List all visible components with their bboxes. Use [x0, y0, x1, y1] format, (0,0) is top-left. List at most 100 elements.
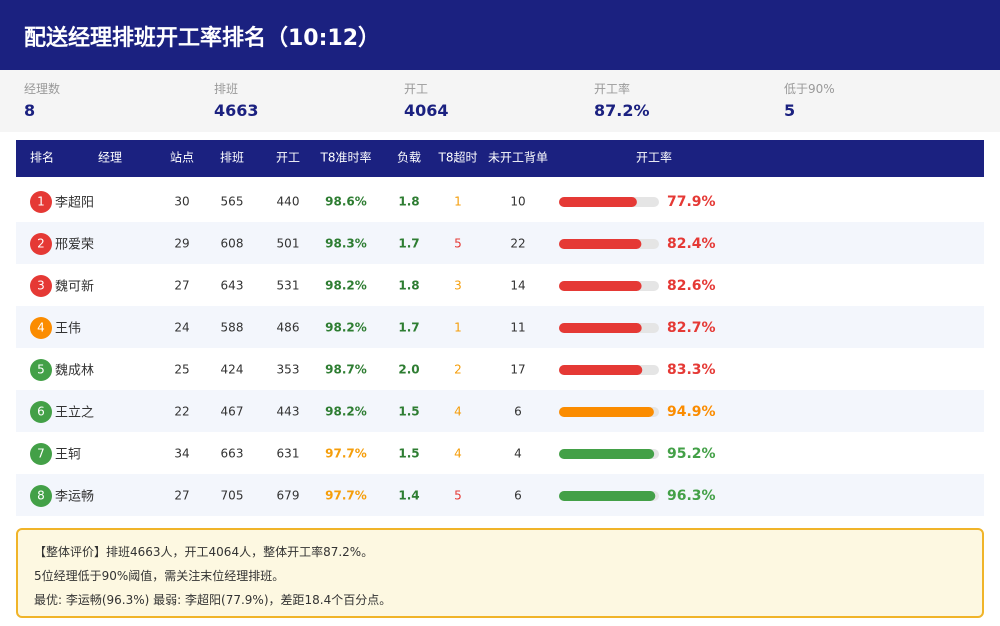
manager-name: 王轲	[55, 448, 81, 463]
stat-label: 低于90%	[784, 82, 835, 96]
rate-bar	[559, 449, 655, 459]
title-bar: 配送经理排班开工率排名（10:12）	[0, 0, 1000, 70]
cell-overtime: 1	[454, 195, 462, 209]
cell-t8-rate: 98.2%	[325, 405, 367, 419]
rate-bar	[559, 407, 654, 417]
title: 配送经理排班开工率排名（10:12）	[24, 26, 381, 51]
table-header	[16, 140, 984, 177]
table-row	[16, 348, 984, 390]
manager-name: 李运畅	[55, 490, 94, 505]
stat-value: 4663	[214, 101, 259, 120]
table-row	[16, 264, 984, 306]
cell-scheduled: 643	[221, 279, 244, 293]
cell-scheduled: 588	[221, 321, 244, 335]
rank-badge	[30, 275, 52, 297]
table-row	[16, 474, 984, 516]
rate-bar	[559, 239, 642, 249]
manager-name: 魏成林	[55, 364, 94, 379]
cell-sites: 27	[174, 279, 189, 293]
cell-started: 353	[277, 363, 300, 377]
stat: 开工率 87.2%	[594, 80, 650, 120]
cell-sites: 30	[174, 195, 189, 209]
cell-scheduled: 424	[221, 363, 244, 377]
cell-overtime: 4	[454, 447, 462, 461]
cell-load: 2.0	[398, 363, 419, 377]
cell-backlog: 11	[510, 321, 525, 335]
cell-overtime: 5	[454, 237, 462, 251]
cell-started: 531	[277, 279, 300, 293]
column-header: 经理	[98, 151, 122, 165]
rank-badge	[30, 443, 52, 465]
rate-bar	[559, 365, 643, 375]
manager-name: 王立之	[55, 406, 94, 421]
cell-overtime: 2	[454, 363, 462, 377]
rate-bar	[559, 323, 642, 333]
column-header: 排班	[220, 151, 244, 165]
cell-sites: 24	[174, 321, 189, 335]
column-header: T8准时率	[320, 150, 372, 165]
column-header: 排名	[30, 150, 54, 165]
table-row	[16, 180, 984, 222]
cell-started: 440	[277, 195, 300, 209]
column-header: 未开工背单	[488, 151, 548, 165]
cell-load: 1.8	[398, 195, 419, 209]
cell-backlog: 22	[510, 237, 525, 251]
manager-name: 王伟	[55, 322, 81, 337]
stat: 开工 4064	[404, 80, 449, 120]
manager-name: 魏可新	[55, 279, 94, 295]
rate-bar	[559, 281, 642, 291]
stat-label: 开工率	[594, 82, 631, 96]
stat: 排班 4663	[214, 80, 259, 120]
cell-backlog: 6	[514, 489, 522, 503]
rank: 5	[37, 363, 45, 377]
cell-backlog: 17	[510, 363, 525, 377]
rank-badge	[30, 485, 52, 507]
cell-sites: 34	[174, 447, 189, 461]
cell-overtime: 1	[454, 321, 462, 335]
rate-label: 83.3%	[667, 362, 716, 378]
rank: 7	[37, 447, 45, 461]
cell-backlog: 4	[514, 447, 522, 461]
cell-scheduled: 565	[221, 195, 244, 209]
table-row	[16, 222, 984, 264]
summary-box: 【整体评价】排班4663人，开工4064人，整体开工率87.2%。 5位经理低于9…	[16, 528, 984, 618]
cell-overtime: 4	[454, 405, 462, 419]
stat-label: 排班	[214, 82, 239, 96]
rank: 1	[37, 195, 45, 209]
table-row	[16, 432, 984, 474]
rate-bar	[559, 491, 656, 501]
rate-label: 94.9%	[667, 404, 716, 420]
rank: 8	[37, 489, 45, 503]
stat-value: 4064	[404, 101, 449, 120]
cell-started: 679	[277, 489, 300, 503]
stat-label: 经理数	[24, 82, 61, 96]
cell-sites: 22	[174, 405, 189, 419]
cell-t8-rate: 98.2%	[325, 321, 367, 335]
cell-started: 443	[277, 405, 300, 419]
summary-line: 最优: 李运畅(96.3%) 最弱: 李超阳(77.9%)，差距18.4个百分点…	[34, 593, 392, 607]
column-header: 开工率	[636, 150, 672, 165]
column-header: 开工	[276, 151, 300, 165]
stat-label: 开工	[404, 82, 429, 96]
rank-badge	[30, 191, 52, 213]
stat-value: 5	[784, 101, 796, 120]
stat: 经理数 8	[24, 80, 60, 120]
manager-name: 邢爱荣	[55, 238, 94, 253]
cell-scheduled: 467	[221, 405, 244, 419]
cell-t8-rate: 97.7%	[325, 489, 367, 503]
rank: 2	[37, 237, 45, 251]
cell-sites: 29	[174, 237, 189, 251]
rate-bar	[559, 197, 637, 207]
cell-load: 1.7	[398, 237, 419, 251]
manager-name: 李超阳	[55, 196, 94, 211]
rank-badge	[30, 359, 52, 381]
cell-load: 1.5	[398, 447, 419, 461]
stat-value: 8	[24, 101, 36, 120]
cell-started: 501	[277, 237, 300, 251]
summary-line: 5位经理低于90%阈值，需关注末位经理排班。	[34, 569, 285, 583]
cell-started: 631	[277, 447, 300, 461]
cell-scheduled: 663	[221, 447, 244, 461]
cell-t8-rate: 98.7%	[325, 363, 367, 377]
cell-backlog: 10	[510, 195, 525, 209]
cell-load: 1.7	[398, 321, 419, 335]
